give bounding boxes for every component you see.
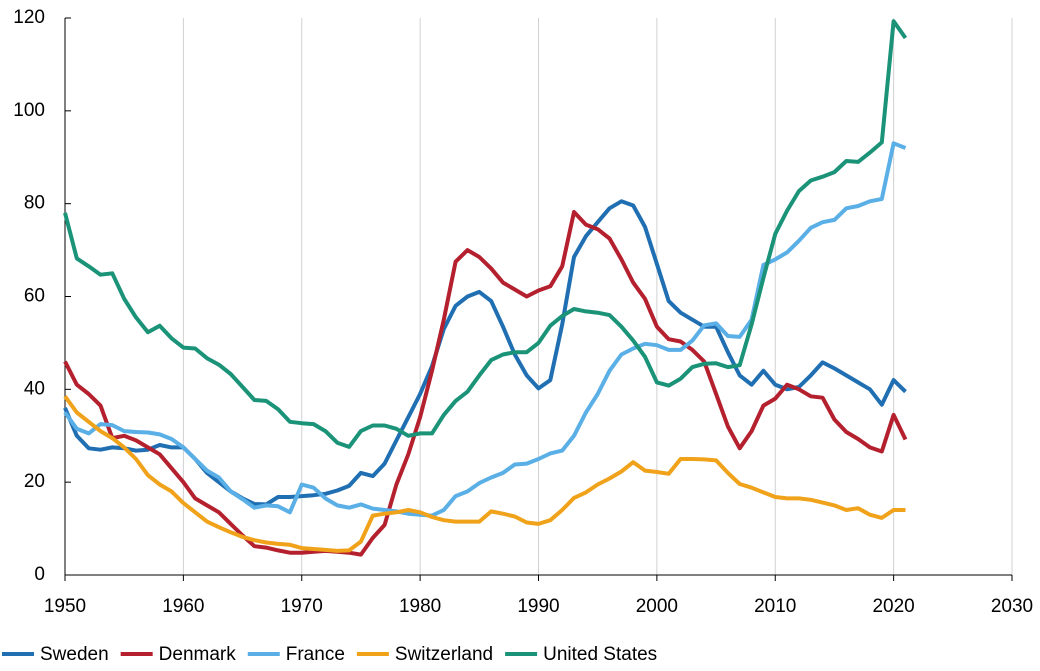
y-tick-label: 40: [24, 378, 45, 399]
legend-label: Sweden: [40, 644, 109, 665]
legend-label: Switzerland: [395, 644, 493, 665]
y-tick-label: 120: [13, 7, 45, 28]
x-tick-label: 1970: [281, 596, 323, 617]
x-tick-label: 1960: [162, 596, 204, 617]
y-tick-label: 80: [24, 193, 45, 214]
x-tick-label: 2000: [636, 596, 678, 617]
y-tick-label: 0: [34, 564, 45, 585]
y-tick-label: 100: [13, 100, 45, 121]
legend-label: Denmark: [159, 644, 237, 665]
x-tick-label: 2020: [872, 596, 914, 617]
series-line: [63, 210, 908, 557]
series-line: [63, 19, 908, 449]
x-tick-label: 1980: [399, 596, 441, 617]
x-tick-label: 1990: [517, 596, 559, 617]
legend-label: France: [286, 644, 345, 665]
series-line: [63, 395, 906, 553]
y-tick-label: 60: [24, 286, 45, 307]
series-line: [63, 141, 907, 518]
legend-label: United States: [543, 644, 657, 665]
series-line: [63, 199, 907, 507]
x-tick-label: 1950: [44, 596, 86, 617]
x-tick-label: 2010: [754, 596, 796, 617]
x-tick-label: 2030: [991, 596, 1033, 617]
y-tick-label: 20: [24, 471, 45, 492]
